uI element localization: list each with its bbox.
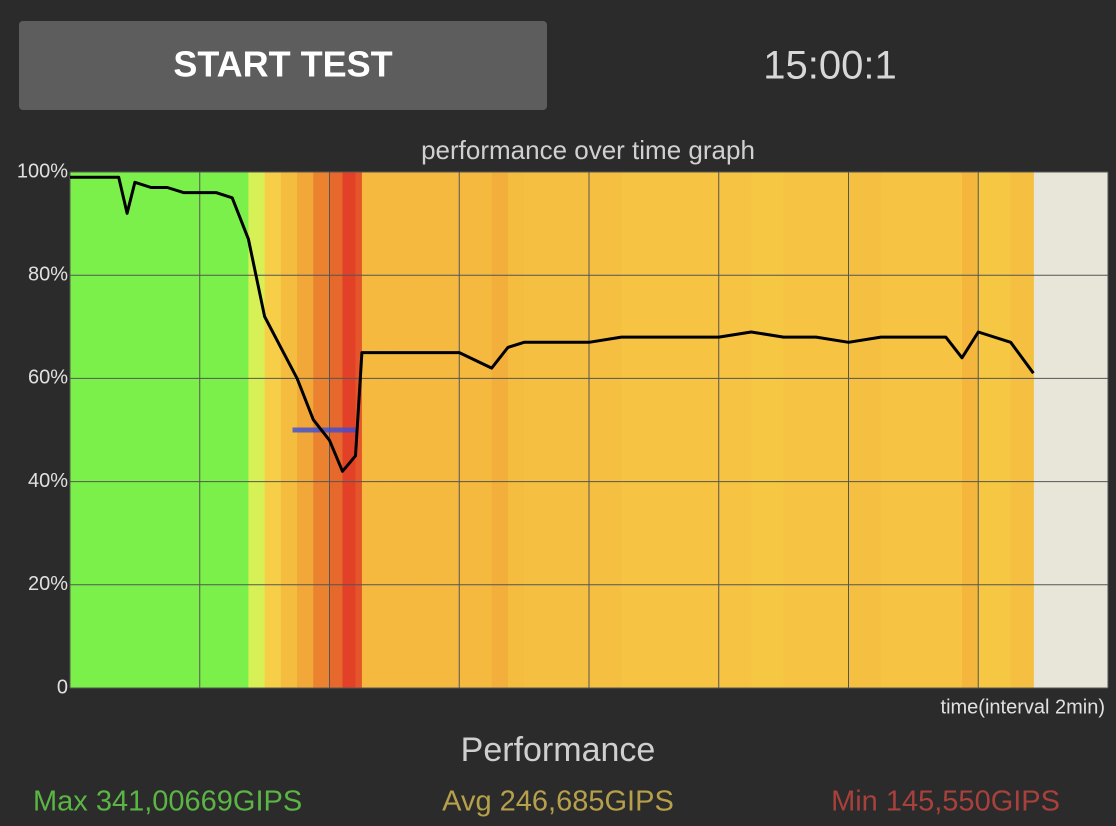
performance-band <box>102 172 120 688</box>
performance-band <box>1010 172 1034 688</box>
performance-line <box>70 175 1035 473</box>
performance-band <box>491 172 509 688</box>
performance-band <box>978 172 1012 688</box>
performance-band <box>127 172 136 688</box>
performance-band <box>507 172 525 688</box>
performance-band <box>848 172 882 688</box>
y-tick-label: 80% <box>28 263 68 285</box>
y-tick-label: 100% <box>17 160 68 182</box>
performance-band <box>783 172 817 688</box>
performance-band <box>945 172 963 688</box>
performance-band <box>962 172 979 688</box>
performance-band <box>394 172 428 688</box>
y-tick-label: 60% <box>28 367 68 389</box>
performance-band <box>686 172 720 688</box>
y-tick-label: 40% <box>28 470 68 492</box>
plot: 0 20% 40% 60% 80% 100% <box>17 160 1109 698</box>
performance-band <box>151 172 168 688</box>
performance-band <box>232 172 249 688</box>
performance-band <box>167 172 185 688</box>
performance-band <box>556 172 590 688</box>
performance-band <box>589 172 622 688</box>
performance-band <box>816 172 849 688</box>
performance-band <box>361 172 379 688</box>
button-body[interactable] <box>19 21 547 110</box>
performance-band <box>653 172 687 688</box>
x-axis-label: time(interval 2min) <box>941 696 1105 718</box>
y-tick-label: 0 <box>57 676 68 698</box>
performance-band <box>183 172 201 688</box>
y-tick-label: 20% <box>28 573 68 595</box>
performance-band <box>459 172 493 688</box>
start-button[interactable]: START TEST <box>19 21 547 110</box>
performance-band <box>621 172 655 688</box>
performance-band <box>378 172 395 688</box>
performance-band <box>880 172 914 688</box>
timer: 15:00:1 <box>763 44 896 88</box>
performance-band <box>215 172 233 688</box>
performance-band <box>718 172 752 688</box>
min-stat: Min 145,550GIPS <box>831 786 1060 818</box>
button-label[interactable]: START TEST <box>173 44 392 85</box>
stats-title: Performance <box>461 731 656 769</box>
performance-band <box>134 172 152 688</box>
performance-band <box>199 172 217 688</box>
performance-band <box>70 172 87 688</box>
performance-band <box>426 172 460 688</box>
max-stat: Max 341,00669GIPS <box>33 786 302 818</box>
chart-title: performance over time graph <box>421 135 755 165</box>
performance-band <box>280 172 298 688</box>
performance-band <box>355 172 363 688</box>
performance-band <box>86 172 103 688</box>
performance-band <box>524 172 558 688</box>
performance-band <box>118 172 128 688</box>
performance-band <box>264 172 282 688</box>
performance-band <box>751 172 785 688</box>
performance-band <box>913 172 947 688</box>
avg-stat: Avg 246,685GIPS <box>442 786 674 818</box>
